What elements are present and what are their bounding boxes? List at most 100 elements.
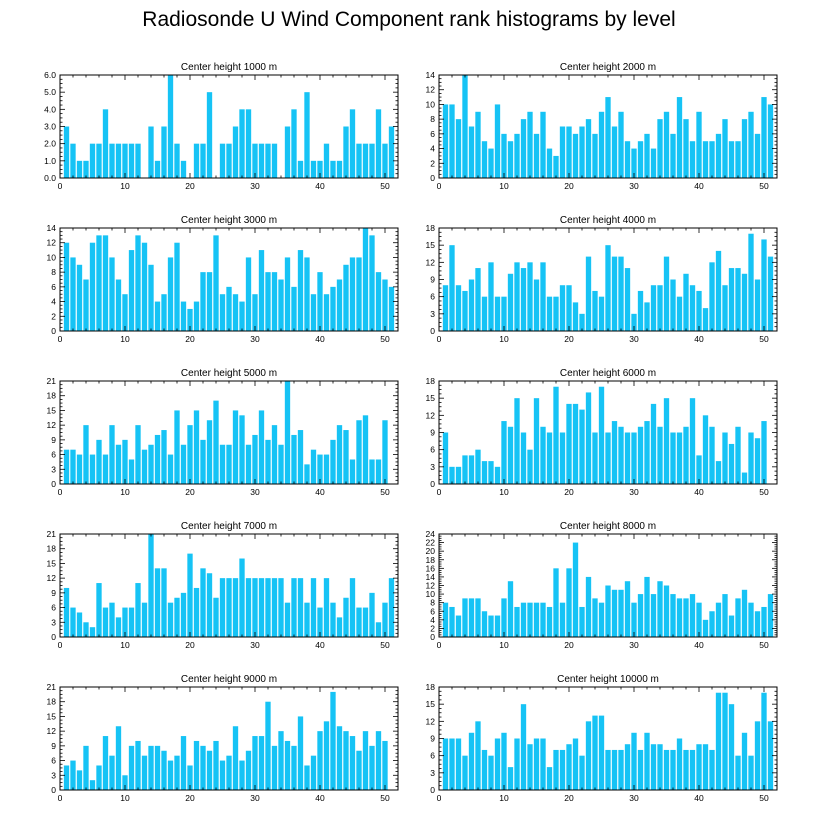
x-tick-label: 20 (564, 334, 574, 344)
bar (566, 744, 572, 790)
y-tick-label: 18 (426, 223, 436, 233)
bar (475, 449, 481, 484)
bar (494, 296, 501, 331)
bar (475, 268, 481, 331)
x-tick-label: 10 (120, 334, 130, 344)
bar (761, 692, 767, 790)
bar (663, 111, 670, 178)
bar (245, 750, 252, 790)
panel-title: Center height 8000 m (560, 521, 656, 532)
bar (135, 425, 141, 484)
y-tick-label: 8 (430, 114, 435, 124)
bar (605, 245, 611, 331)
bar (754, 611, 761, 637)
bar (559, 602, 566, 637)
bar (239, 415, 245, 484)
bar (507, 141, 514, 178)
bar (748, 602, 754, 637)
bar (767, 256, 774, 331)
bar (369, 592, 375, 637)
bar (284, 740, 291, 790)
bar (122, 439, 128, 484)
bar (631, 732, 637, 790)
x-tick-label: 30 (629, 793, 639, 803)
bar (566, 403, 572, 484)
x-tick-label: 20 (185, 181, 195, 191)
bar (375, 622, 382, 637)
bar (598, 715, 605, 790)
bar (226, 578, 232, 637)
bar (122, 143, 128, 178)
bar (462, 598, 468, 638)
bar (468, 732, 475, 790)
bar (161, 126, 167, 178)
bar (330, 691, 336, 790)
bar (559, 126, 566, 178)
bar (336, 425, 343, 484)
bar (369, 459, 375, 484)
x-tick-label: 40 (694, 334, 704, 344)
bar (63, 587, 70, 637)
bar (148, 444, 154, 484)
bar (520, 268, 527, 331)
bar (468, 279, 475, 331)
y-tick-label: 6.0 (44, 70, 56, 80)
bar (605, 432, 611, 484)
bar (449, 738, 455, 790)
bar (271, 143, 278, 178)
bar (702, 744, 709, 790)
bar (317, 607, 323, 637)
bar (637, 290, 644, 331)
bar (527, 262, 533, 331)
bar (278, 578, 284, 637)
bar (154, 301, 161, 331)
panel-title: Center height 2000 m (560, 62, 656, 73)
bar (239, 301, 245, 331)
bar (585, 721, 592, 790)
bar (128, 143, 135, 178)
bar (462, 455, 468, 484)
bar (174, 143, 180, 178)
bar (167, 760, 174, 790)
bar (174, 242, 180, 331)
bar (297, 250, 304, 331)
bar (741, 273, 748, 331)
y-tick-label: 18 (47, 544, 57, 554)
bar (592, 290, 598, 331)
bar (767, 721, 774, 790)
histogram-panel-5: Center height 5000 m 0 10 20 30 40 50 0 3 6 9 12 15 1… (47, 368, 399, 497)
x-tick-label: 20 (564, 181, 574, 191)
bar (650, 744, 657, 790)
bar (382, 740, 388, 790)
bar (187, 425, 193, 484)
bar (167, 602, 174, 637)
bar (748, 233, 754, 331)
bar (683, 749, 689, 790)
bar (475, 721, 481, 790)
bar (462, 75, 468, 178)
bar (206, 573, 213, 637)
bar (761, 606, 767, 637)
bar (356, 607, 362, 637)
bar (109, 257, 115, 331)
bar (546, 296, 553, 331)
figure-title: Radiosonde U Wind Component rank histogr… (142, 8, 676, 31)
bar (722, 594, 728, 637)
bar (200, 272, 206, 331)
y-tick-label: 14 (426, 572, 436, 582)
bar (514, 133, 520, 178)
bar (624, 581, 631, 637)
bar (696, 111, 702, 178)
bar (271, 745, 278, 790)
bar (494, 738, 501, 790)
bar (323, 578, 330, 637)
bar (271, 578, 278, 637)
bar (741, 472, 748, 484)
bar (89, 242, 96, 331)
bar (715, 461, 722, 484)
bar (696, 290, 702, 331)
bar (501, 133, 507, 178)
y-tick-label: 0 (430, 632, 435, 642)
y-tick-label: 12 (47, 238, 57, 248)
bar (258, 143, 265, 178)
